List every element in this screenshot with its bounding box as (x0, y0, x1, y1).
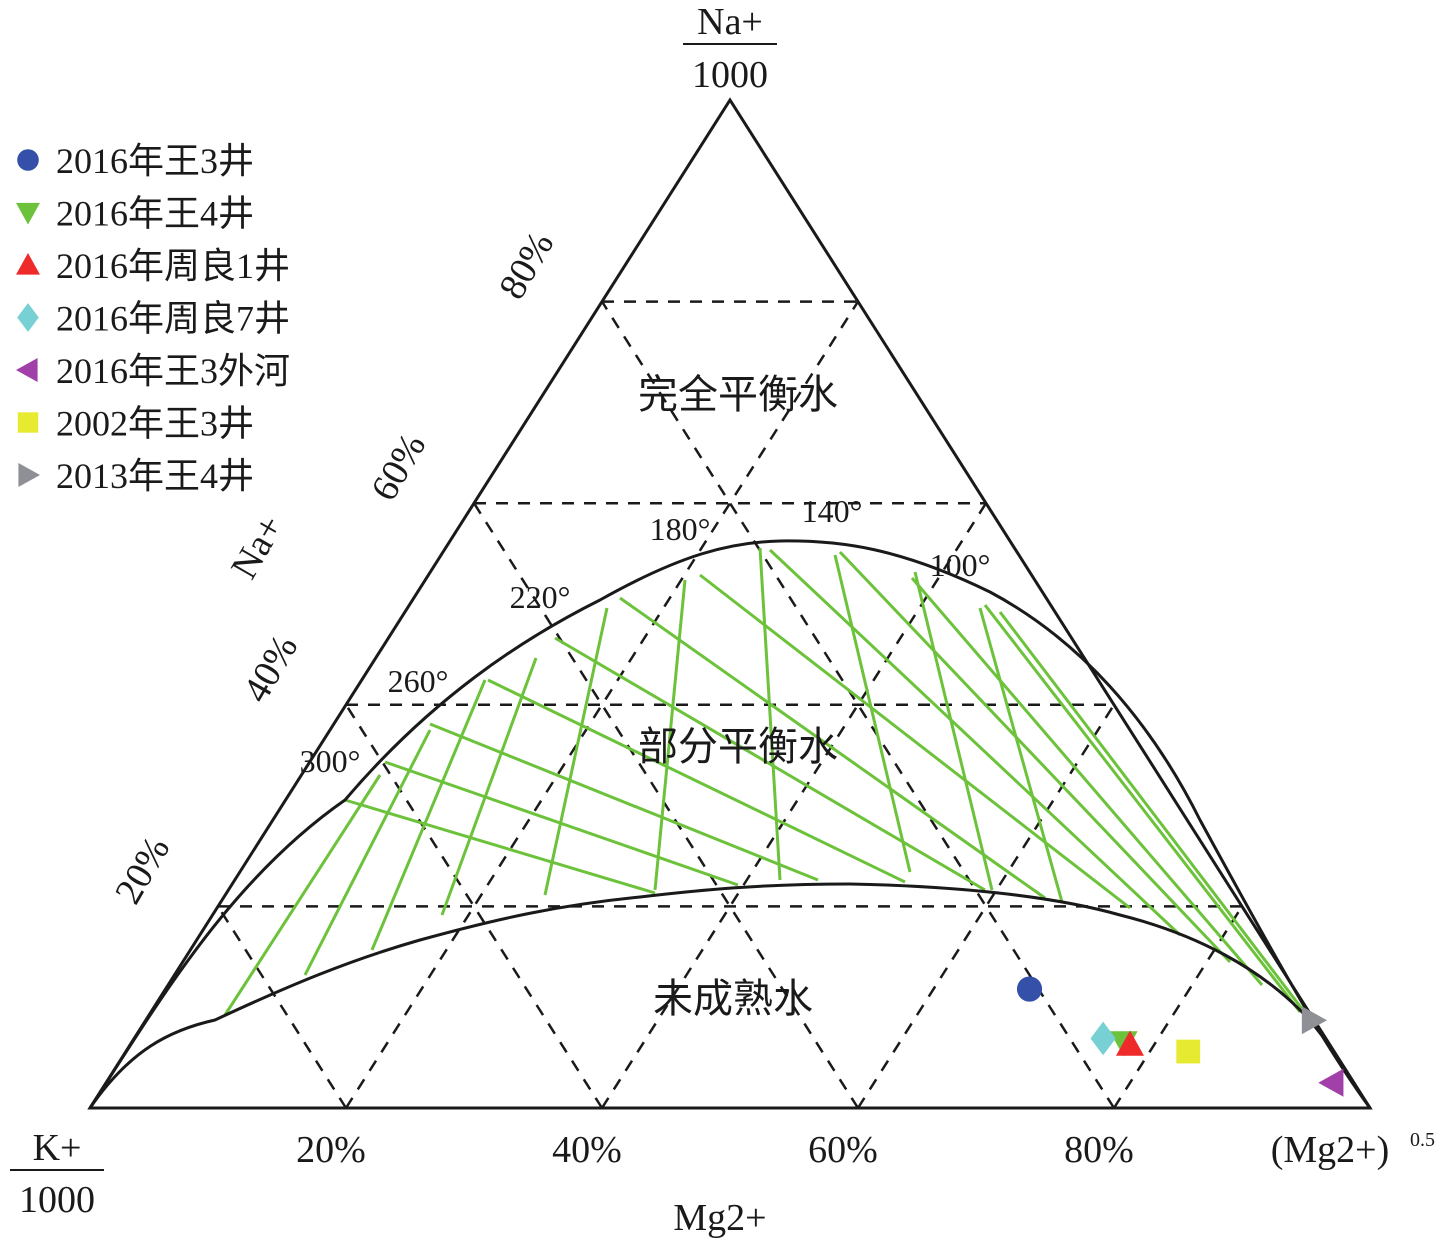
bottom-tick-label: 40% (552, 1129, 622, 1171)
mg-corner-label: (Mg2+) (1271, 1129, 1390, 1171)
legend-marker-circle (17, 149, 39, 171)
legend-label: 2016年王3井 (56, 141, 254, 181)
hatch-line (370, 679, 487, 951)
full-equilibrium-curve (88, 539, 1372, 1109)
hatch-line (978, 607, 1064, 903)
grid-line-k (216, 905, 348, 1109)
isotherm-label: 140° (802, 493, 863, 529)
legend-marker-triangle-down (16, 202, 40, 225)
hatch-line (554, 636, 986, 892)
isotherm-label: 220° (510, 579, 571, 615)
isotherm-label: 300° (300, 743, 361, 779)
immature-water-curve (88, 882, 1372, 1109)
hatch-line (543, 607, 609, 896)
hatch-line (833, 554, 912, 873)
region-full-equilibrium: 完全平衡水 (638, 372, 838, 417)
hatch-line (838, 550, 1232, 964)
bottom-tick-label: 80% (1064, 1129, 1134, 1171)
data-point-triangle-up (1116, 1030, 1144, 1056)
hatch-line (758, 547, 782, 881)
hatch-line (910, 577, 1264, 986)
legend-marker-square (17, 412, 39, 433)
legend-label: 2013年王4井 (56, 456, 254, 496)
legend-label: 2016年王3外河 (56, 351, 290, 391)
legend-label: 2016年周良1井 (56, 246, 290, 286)
legend-label: 2016年周良7井 (56, 299, 290, 339)
hatch-line (487, 678, 906, 884)
bottom-tick-label: 20% (296, 1129, 366, 1171)
data-point-circle (1016, 976, 1043, 1002)
bottom-axis-title: Mg2+ (673, 1197, 766, 1239)
bottom-tick-labels: 20% 40% 60% 80% (296, 1129, 1134, 1171)
region-immature: 未成熟水 (653, 976, 813, 1021)
hatch-line (303, 729, 432, 976)
left-tick-label: 80% (491, 225, 562, 306)
hatch-line (699, 573, 1131, 910)
partial-equilibrium-hatching (223, 547, 1314, 1023)
grid-line-k (600, 300, 1116, 1109)
k-axis-denominator: 1000 (19, 1179, 95, 1221)
mg-corner-exponent: 0.5 (1410, 1129, 1435, 1151)
legend-marker-triangle-left (16, 358, 38, 382)
bottom-tick-label: 60% (808, 1129, 878, 1171)
hatch-line (429, 722, 819, 882)
isotherm-label: 260° (388, 663, 449, 699)
legend-marker-diamond (17, 303, 39, 332)
data-points (1016, 976, 1344, 1097)
hatch-line (223, 774, 382, 1016)
left-tick-label: 20% (107, 830, 178, 911)
grid-line-mg (1112, 905, 1244, 1109)
isotherm-labels: 300° 260° 220° 180° 140° 100° (300, 493, 991, 779)
k-axis-label: K+ (33, 1127, 82, 1169)
legend-marker-triangle-up (16, 253, 40, 275)
data-point-diamond (1090, 1021, 1116, 1056)
hatch-line (983, 604, 1302, 1013)
legend: 2016年王3井 2016年王4井 2016年周良1井 2016年周良7井 2016年王… (16, 141, 290, 496)
hatch-line (344, 798, 656, 895)
legend-marker-triangle-right (18, 463, 40, 487)
data-point-square (1176, 1039, 1201, 1064)
top-axis-label: Na+ (697, 1, 763, 43)
ternary-triangle (87, 97, 1373, 1110)
hatch-line (440, 657, 538, 916)
left-tick-label: 40% (235, 628, 306, 709)
left-tick-label: 60% (363, 427, 434, 508)
data-point-triangle-left (1318, 1068, 1344, 1097)
grid-line-mg (344, 300, 860, 1109)
left-axis-title: Na+ (223, 508, 292, 586)
legend-label: 2016年王4井 (56, 194, 254, 234)
hatch-line (768, 548, 1182, 937)
isotherm-label: 100° (930, 547, 991, 583)
hatch-line (998, 611, 1314, 1023)
hatch-line (913, 571, 994, 891)
hatch-line (653, 579, 687, 891)
region-partial-equilibrium: 部分平衡水 (638, 724, 838, 769)
legend-label: 2002年王3井 (56, 404, 254, 444)
data-point-triangle-right (1301, 1006, 1328, 1035)
grid-line-mg (856, 704, 1116, 1109)
hatch-line (619, 596, 1046, 900)
grid-line-k (344, 704, 604, 1109)
top-axis-denominator: 1000 (692, 54, 768, 96)
grid-line-k (472, 502, 860, 1109)
isotherm-label: 180° (650, 511, 711, 547)
